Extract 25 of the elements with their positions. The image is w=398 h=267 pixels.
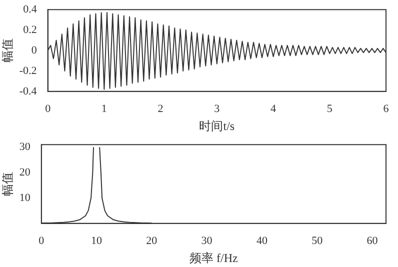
x-axis-title: 频率 f/Hz: [190, 250, 238, 265]
y-tick-label: -0.4: [19, 85, 38, 98]
x-tick-label: 2: [158, 102, 164, 115]
x-tick-label: 20: [146, 234, 158, 247]
x-tick-label: 60: [366, 234, 378, 247]
x-tick-label: 50: [312, 234, 324, 247]
y-tick-label: 0: [31, 44, 38, 56]
x-axis-title: 时间t/s: [199, 118, 235, 133]
x-tick-label: 0: [45, 102, 52, 115]
x-tick-label: 40: [256, 234, 268, 247]
x-tick-label: 6: [383, 102, 390, 115]
x-tick-label: 5: [326, 102, 333, 115]
y-tick-label: -0.2: [19, 64, 37, 77]
y-tick-label: 30: [19, 141, 31, 154]
y-tick-label: 20: [19, 166, 31, 178]
y-tick-label: 10: [19, 192, 31, 204]
x-tick-label: 3: [214, 102, 220, 115]
x-tick-label: 1: [101, 102, 107, 115]
y-axis-title: 幅值: [0, 38, 14, 62]
x-tick-label: 4: [270, 102, 277, 115]
y-tick-label: 0.4: [23, 3, 38, 16]
y-tick-label: 0.2: [23, 24, 37, 36]
y-axis-title: 幅值: [0, 172, 14, 196]
x-tick-label: 30: [201, 234, 213, 247]
x-tick-label: 10: [91, 234, 103, 247]
